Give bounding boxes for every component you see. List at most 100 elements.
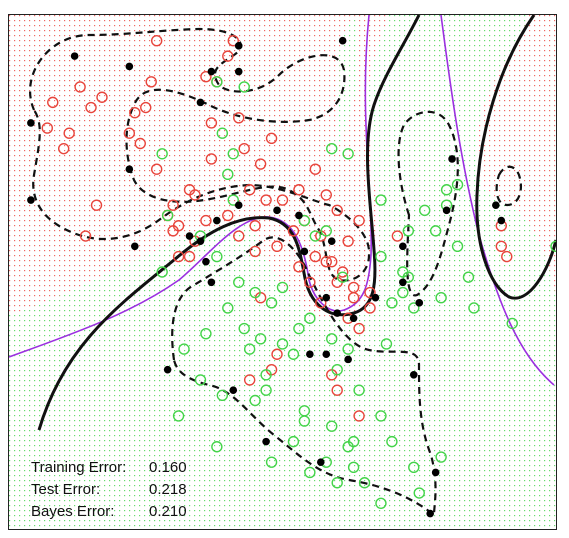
red-point xyxy=(271,348,283,360)
red-point xyxy=(238,142,250,155)
support-vector-point xyxy=(371,293,380,302)
green-point xyxy=(408,461,420,474)
green-point xyxy=(222,168,234,181)
support-vector-point xyxy=(27,119,35,127)
red-point xyxy=(63,127,75,139)
green-point xyxy=(265,297,278,309)
support-vector-point xyxy=(306,350,314,359)
test-error-label: Test Error: xyxy=(31,481,101,498)
training-error-value: 0.160 xyxy=(149,459,187,476)
green-point xyxy=(222,302,234,314)
green-point xyxy=(375,497,387,509)
red-point xyxy=(79,230,92,242)
green-point xyxy=(298,415,311,427)
support-vector-point xyxy=(70,52,79,60)
green-point xyxy=(408,302,420,314)
green-point xyxy=(358,477,371,489)
red-point xyxy=(172,250,185,263)
green-point xyxy=(156,266,168,278)
green-point xyxy=(260,384,272,396)
support-vector-point xyxy=(322,293,331,302)
support-vector-point xyxy=(409,371,418,379)
red-point xyxy=(150,163,163,175)
green-point xyxy=(342,343,354,355)
green-point xyxy=(347,461,360,474)
red-point xyxy=(265,132,278,145)
support-vector-point xyxy=(333,309,342,317)
green-point xyxy=(178,343,190,355)
red-point xyxy=(85,101,97,114)
support-vector-point xyxy=(322,350,331,359)
red-point xyxy=(227,35,239,47)
green-point xyxy=(249,394,261,407)
green-point xyxy=(211,441,223,453)
support-vector-point xyxy=(497,216,506,225)
green-point xyxy=(287,348,300,360)
support-vector-point xyxy=(300,247,309,256)
support-vector-point xyxy=(316,458,325,466)
support-vector-point xyxy=(202,257,210,266)
green-point xyxy=(227,194,239,206)
red-point xyxy=(200,214,212,227)
green-point xyxy=(386,435,398,448)
green-point xyxy=(451,178,464,191)
support-vector-point xyxy=(262,437,270,446)
green-point xyxy=(200,327,212,340)
support-vector-point xyxy=(234,201,243,209)
green-point xyxy=(265,456,278,468)
red-point xyxy=(501,250,513,263)
red-point xyxy=(331,204,343,217)
red-point xyxy=(304,276,316,288)
support-vector-point xyxy=(207,67,216,76)
test-error-row: Test Error: 0.218 xyxy=(31,479,197,501)
red-point xyxy=(320,189,332,201)
green-point xyxy=(353,384,365,396)
red-point xyxy=(145,76,157,88)
red-point xyxy=(243,374,256,386)
plot-frame: Training Error: 0.160 Test Error: 0.218 … xyxy=(8,14,557,530)
red-point xyxy=(249,220,261,232)
red-point xyxy=(167,199,179,211)
green-point xyxy=(304,312,316,324)
training-error-row: Training Error: 0.160 xyxy=(31,457,197,479)
red-point xyxy=(260,194,272,206)
red-point xyxy=(233,230,245,242)
support-vector-point xyxy=(344,355,352,364)
support-vector-point xyxy=(234,42,243,50)
support-vector-point xyxy=(295,211,303,220)
support-vector-point xyxy=(207,278,216,287)
support-vector-point xyxy=(125,165,134,173)
support-vector-point xyxy=(196,237,205,245)
red-point xyxy=(243,184,256,196)
error-summary: Training Error: 0.160 Test Error: 0.218 … xyxy=(31,457,197,523)
green-point xyxy=(375,250,387,263)
green-point xyxy=(402,225,415,237)
bayes-error-value: 0.210 xyxy=(149,503,187,520)
green-point xyxy=(326,333,338,345)
support-vector-point xyxy=(448,155,456,163)
green-point xyxy=(440,184,453,196)
red-point xyxy=(96,91,108,103)
green-point xyxy=(298,214,311,227)
red-point xyxy=(140,101,152,114)
green-point xyxy=(276,281,289,294)
red-point xyxy=(90,199,103,211)
svm-boundary-right xyxy=(475,15,556,300)
red-point xyxy=(74,81,86,93)
green-point xyxy=(326,420,338,432)
green-point xyxy=(326,142,338,155)
red-point xyxy=(293,261,305,273)
support-vector-point xyxy=(426,509,434,518)
red-point xyxy=(172,220,185,232)
green-point xyxy=(550,240,556,252)
green-point xyxy=(435,292,447,304)
green-point xyxy=(342,148,354,160)
test-error-value: 0.218 xyxy=(149,481,187,498)
support-vector-point xyxy=(163,365,172,374)
green-point xyxy=(320,225,332,237)
green-point xyxy=(309,230,322,242)
support-vector-point xyxy=(338,36,347,45)
green-point xyxy=(249,286,261,299)
green-point xyxy=(336,271,349,283)
green-point xyxy=(331,363,343,376)
